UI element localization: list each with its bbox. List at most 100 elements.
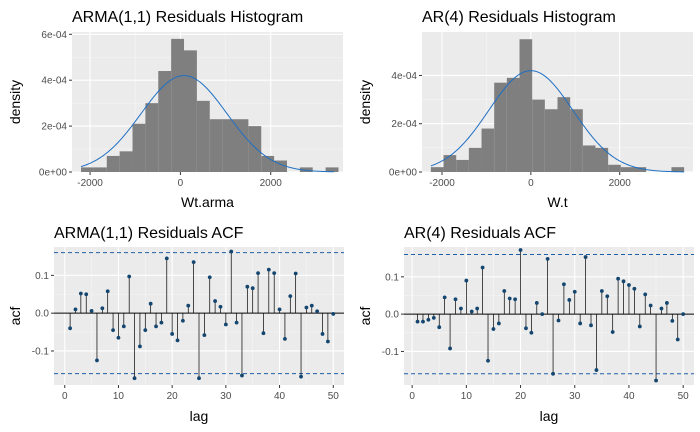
acf-point — [616, 276, 621, 281]
y-tick-label: 2e-04 — [41, 122, 67, 133]
acf-point — [491, 327, 496, 331]
acf-point — [627, 283, 631, 287]
histogram-bar — [608, 164, 621, 172]
plot-background — [404, 247, 694, 385]
acf-point — [534, 301, 539, 305]
acf-point — [421, 319, 425, 324]
acf-point — [127, 274, 132, 279]
x-axis-label: W.t — [547, 194, 567, 210]
acf-point — [256, 271, 260, 275]
acf-point — [664, 301, 669, 305]
acf-point — [197, 376, 201, 381]
x-tick-label: 2000 — [609, 178, 632, 189]
acf-point — [100, 306, 105, 311]
acf-point — [502, 289, 507, 293]
y-tick-label: 4e-04 — [41, 76, 67, 87]
acf-point — [283, 336, 287, 341]
x-axis-label: lag — [190, 408, 209, 424]
acf-point — [513, 297, 518, 302]
histogram-bar — [132, 123, 146, 172]
acf-point — [524, 326, 528, 331]
x-tick-label: 40 — [274, 391, 286, 402]
acf-point — [599, 289, 604, 293]
x-tick-label: 10 — [461, 391, 473, 402]
acf-point — [415, 319, 420, 324]
x-tick-label: 20 — [167, 391, 179, 402]
acf-point — [299, 374, 303, 379]
y-tick-label: -0.1 — [382, 347, 400, 358]
x-tick-label: 0 — [528, 178, 534, 189]
acf-point — [191, 260, 196, 265]
x-tick-label: -2000 — [429, 178, 455, 189]
chart-panel-4: 0 10 20 30 40 50 -0.1 0.0 0.1 AR(4) Residuals ACF… — [357, 225, 694, 424]
histogram-bar — [209, 119, 223, 172]
acf-point — [507, 296, 512, 301]
acf-point — [605, 294, 610, 299]
density-curve — [80, 75, 334, 173]
acf-point — [643, 292, 648, 297]
acf-point — [469, 309, 474, 314]
acf-point — [132, 376, 137, 381]
acf-point — [475, 306, 480, 311]
histogram-bar — [532, 99, 545, 172]
acf-point — [578, 321, 583, 326]
acf-point — [637, 324, 642, 329]
acf-point — [583, 255, 588, 259]
acf-point — [442, 295, 447, 300]
acf-point — [154, 324, 158, 329]
y-axis-label: density — [7, 80, 23, 124]
histogram-bar — [519, 39, 533, 172]
histogram-bar — [171, 38, 185, 172]
acf-point — [73, 307, 78, 312]
histogram-bar — [620, 167, 634, 172]
y-tick-label: 0.0 — [35, 309, 49, 320]
acf-point — [496, 321, 501, 326]
histogram-bar — [544, 109, 558, 172]
acf-point — [486, 358, 490, 363]
acf-point — [654, 378, 658, 383]
histogram-bar — [106, 155, 120, 172]
acf-point — [180, 318, 185, 323]
histogram-bar — [184, 50, 197, 172]
acf-point — [545, 257, 550, 261]
histogram-bar — [557, 97, 571, 172]
acf-point — [95, 358, 99, 363]
y-tick-label: 0.1 — [35, 271, 49, 282]
chart-title: AR(4) Residuals Histogram — [422, 9, 616, 26]
acf-point — [293, 271, 298, 276]
acf-point — [266, 267, 271, 272]
acf-point — [572, 289, 577, 294]
x-tick-label: 0 — [409, 391, 415, 402]
histogram-bar — [430, 167, 444, 172]
histogram-bar — [248, 126, 262, 172]
histogram-bar — [299, 167, 313, 172]
y-axis-label: acf — [7, 307, 23, 326]
histogram-bar — [456, 159, 469, 172]
acf-point — [304, 305, 309, 310]
x-tick-label: -2000 — [77, 178, 103, 189]
acf-point — [288, 294, 293, 299]
histogram-bar — [93, 167, 107, 172]
chart-panel-3: 0 10 20 30 40 50 -0.1 0.0 0.1 ARMA(1,1) Residuals… — [7, 225, 344, 424]
histogram-bar — [196, 100, 210, 172]
acf-point — [621, 279, 626, 284]
acf-point — [89, 308, 94, 313]
histogram-bar — [235, 119, 249, 172]
acf-point — [78, 291, 83, 296]
acf-point — [277, 307, 282, 312]
acf-point — [556, 318, 561, 323]
acf-point — [148, 301, 153, 306]
acf-point — [175, 338, 180, 343]
acf-point — [186, 303, 191, 308]
acf-point — [448, 346, 452, 351]
histogram-bar — [325, 167, 339, 172]
acf-point — [529, 330, 534, 335]
y-tick-label: 0e+00 — [39, 168, 68, 179]
x-tick-label: 40 — [623, 391, 635, 402]
acf-point — [632, 286, 637, 291]
acf-point — [240, 373, 244, 378]
x-tick-label: 0 — [178, 178, 184, 189]
acf-point — [453, 297, 458, 302]
x-tick-label: 10 — [113, 391, 125, 402]
